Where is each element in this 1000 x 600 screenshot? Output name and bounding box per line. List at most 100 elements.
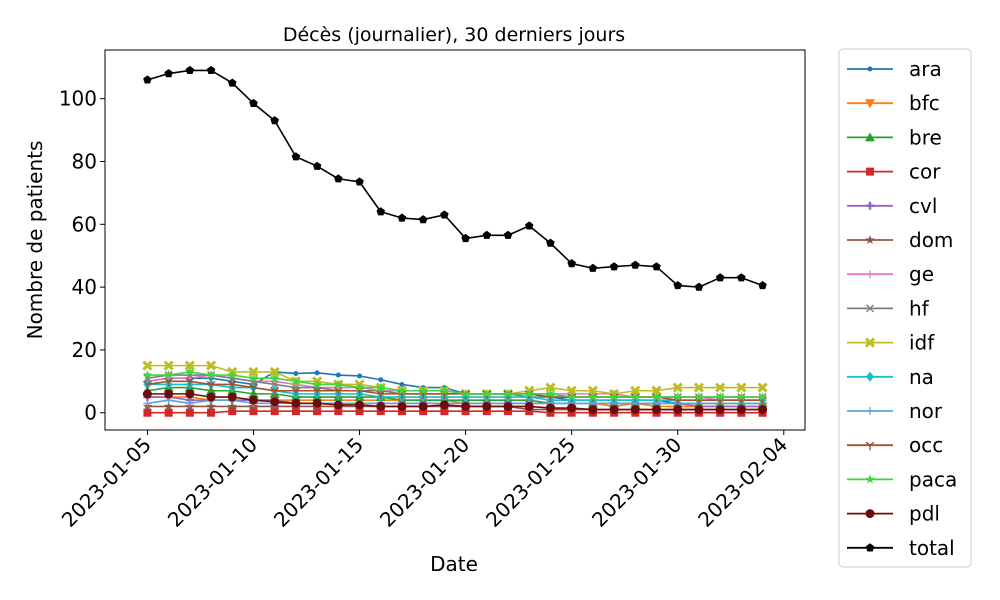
legend-item-cor: cor	[847, 160, 941, 184]
data-point-occ	[291, 387, 301, 396]
data-point-paca	[545, 388, 556, 398]
data-point-total	[673, 281, 683, 290]
data-point-idf	[248, 366, 259, 377]
legend-frame	[838, 48, 972, 568]
data-point-occ	[376, 390, 386, 399]
data-point-paca	[503, 388, 513, 398]
data-point-total	[482, 230, 492, 239]
data-point-pdl	[376, 401, 386, 411]
legend-label: ge	[909, 262, 934, 286]
legend-label: paca	[909, 467, 957, 491]
data-point-cor	[185, 408, 194, 417]
data-point-pdl	[227, 392, 237, 402]
data-point-total	[376, 207, 386, 216]
data-point-pdl	[185, 389, 195, 399]
data-point-pdl	[397, 401, 407, 411]
data-point-pdl	[461, 401, 471, 411]
legend-item-pdl: pdl	[847, 502, 940, 526]
data-point-hf	[249, 377, 258, 386]
data-point-total	[312, 161, 322, 170]
data-point-pdl	[312, 398, 322, 408]
legend-marker	[866, 201, 874, 210]
data-point-total	[546, 238, 555, 247]
legend-label: total	[909, 536, 955, 560]
y-tick-label: 60	[72, 212, 97, 236]
data-point-total	[631, 260, 640, 269]
data-point-paca	[460, 388, 471, 398]
data-point-total	[270, 116, 279, 125]
data-point-cor	[164, 408, 173, 417]
data-point-cor	[355, 407, 364, 416]
data-point-hf	[270, 380, 279, 389]
legend-marker	[865, 132, 875, 142]
data-point-idf	[269, 366, 280, 377]
legend-marker	[866, 167, 874, 176]
data-point-cor	[228, 407, 237, 416]
data-point-pdl	[482, 401, 492, 411]
y-tick-label: 80	[72, 149, 97, 173]
legend-label: occ	[909, 433, 943, 457]
legend-marker	[864, 337, 876, 348]
data-point-paca	[651, 392, 662, 402]
data-point-ara	[399, 381, 405, 387]
legend-item-hf: hf	[847, 296, 930, 320]
data-point-paca	[185, 366, 195, 376]
data-point-idf	[736, 382, 747, 393]
data-point-total	[503, 230, 513, 239]
data-point-nor	[185, 399, 194, 408]
data-point-total	[524, 221, 534, 230]
legend-label: cor	[909, 160, 941, 184]
data-point-pdl	[333, 400, 343, 410]
data-point-pdl	[567, 403, 577, 413]
data-point-pdl	[248, 395, 258, 405]
data-point-paca	[715, 392, 725, 402]
data-point-paca	[333, 379, 344, 389]
legend-marker	[865, 235, 875, 245]
data-point-cor	[504, 407, 513, 416]
data-point-total	[164, 69, 173, 78]
legend-label: idf	[909, 331, 935, 355]
data-point-idf	[163, 360, 174, 371]
data-point-paca	[757, 392, 768, 402]
data-point-total	[715, 273, 725, 282]
data-point-total	[652, 262, 661, 271]
legend-label: ara	[909, 57, 942, 81]
chart-title: Décès (journalier), 30 derniers jours	[283, 24, 625, 46]
legend-item-ge: ge	[847, 262, 934, 286]
data-point-paca	[672, 392, 683, 402]
data-point-ara	[357, 373, 363, 379]
data-point-bre	[248, 388, 259, 398]
data-point-idf	[757, 382, 768, 393]
legend-item-cvl: cvl	[847, 194, 937, 218]
data-point-cor	[270, 407, 279, 416]
data-point-total	[737, 273, 746, 282]
legend-item-paca: paca	[847, 467, 957, 491]
legend-item-idf: idf	[847, 331, 935, 355]
legend-item-occ: occ	[847, 433, 943, 457]
y-axis: 0 20 40 60 80 100	[59, 87, 105, 425]
data-point-paca	[439, 385, 450, 395]
data-point-pdl	[609, 405, 619, 415]
data-point-total	[334, 174, 343, 183]
data-point-idf	[587, 385, 598, 396]
data-point-occ	[227, 380, 237, 390]
legend-label: nor	[909, 399, 943, 423]
legend-item-total: total	[847, 536, 955, 560]
data-point-dom	[227, 401, 238, 411]
legend-item-bre: bre	[847, 125, 942, 149]
data-point-idf	[566, 385, 577, 396]
data-point-paca	[163, 370, 174, 380]
legend-marker	[865, 509, 875, 519]
legend-marker	[865, 441, 875, 451]
data-point-paca	[376, 382, 386, 392]
legend-marker	[865, 99, 875, 109]
data-point-nor	[143, 399, 152, 408]
data-point-pdl	[736, 405, 746, 415]
legend-label: bre	[909, 125, 942, 149]
data-point-pdl	[164, 389, 174, 399]
data-point-pdl	[524, 401, 534, 411]
data-point-pdl	[545, 403, 555, 413]
y-tick-label: 100	[59, 87, 97, 111]
data-point-total	[291, 152, 301, 161]
data-point-total	[758, 281, 767, 290]
